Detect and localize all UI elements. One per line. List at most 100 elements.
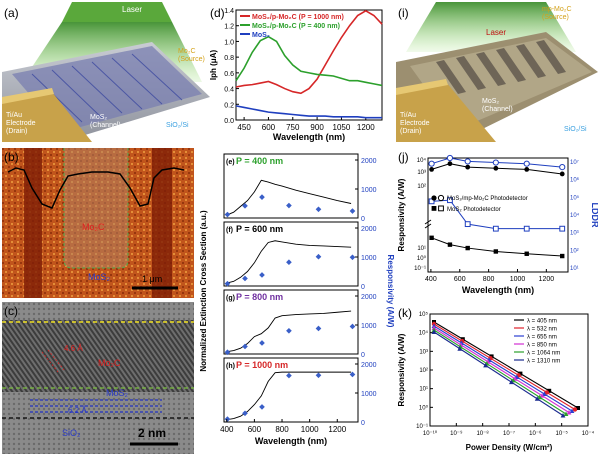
x-tick-label-j: 600 [454, 276, 466, 283]
y-tick-label-k: 10⁵ [419, 311, 429, 318]
panel-tag-eh: (e) [226, 159, 235, 166]
y-tick-label-k: 10⁰ [419, 404, 429, 411]
x-tick-label-eh: 1200 [328, 425, 346, 434]
responsivity-point [286, 259, 292, 266]
responsivity-point [315, 325, 322, 332]
marker-k [518, 371, 523, 376]
marker-k [539, 393, 545, 398]
series-line-k-2 [433, 325, 573, 412]
axis-break-j [424, 219, 432, 225]
marker-j [446, 154, 454, 162]
y-tick-label-d: 1.2 [224, 24, 234, 31]
marker-j [429, 235, 434, 240]
responsivity-point [315, 206, 322, 213]
y-tick-label-j: 10⁴ [417, 157, 427, 164]
x-tick-label-k: 10⁻⁶ [529, 430, 542, 437]
y2-tick-label-j: 10⁵ [570, 194, 580, 201]
responsivity-point [242, 275, 248, 282]
panel-eh-chart: (e) P = 400 nm 0 1000 2000 (f) P = 600 nm 0 1000… [196, 148, 394, 456]
legend-marker-j [431, 195, 437, 201]
legend-label-k-3: λ = 850 nm [527, 343, 557, 349]
panel-label-eh: P = 400 nm [236, 156, 283, 166]
x-tick-label-j: 1000 [510, 276, 526, 283]
panel-label-eh: P = 600 nm [236, 224, 283, 234]
marker-j [523, 160, 530, 167]
marker-k [547, 388, 552, 393]
marker-j [493, 165, 499, 171]
panel-b-sem: (b) Mo₂C MoS₂ 1 μm [2, 148, 194, 298]
marker-j [465, 245, 470, 251]
marker-k [457, 346, 463, 351]
marker-j [464, 158, 471, 165]
x-tick-label-eh: 1000 [301, 425, 319, 434]
laser-label: Laser [122, 5, 143, 14]
y-tick-label-d: 0.0 [224, 118, 234, 125]
x-tick-label-d: 450 [237, 123, 251, 132]
y-tick-label-k: 10⁻¹ [416, 424, 428, 430]
marker-j [464, 221, 471, 228]
y-tick-label-d: 0.4 [224, 87, 234, 94]
x-tick-label-k: 10⁻⁸ [476, 430, 489, 437]
marker-k [483, 362, 488, 368]
x-tick-label-j: 1200 [539, 276, 555, 283]
axis-break-j [424, 223, 432, 229]
marker-j [447, 197, 453, 204]
y2-tick-label-eh: 1000 [361, 323, 377, 330]
chart-eh-svg: (e) P = 400 nm 0 1000 2000 (f) P = 600 nm 0 1000… [199, 153, 394, 446]
marker-j [559, 164, 566, 171]
y2-axis-label-eh: Responsivity (A/W) [386, 255, 394, 328]
x-axis-label-eh: Wavelength (nm) [255, 436, 327, 446]
label-b: (b) [4, 150, 19, 164]
legend-marker-j [437, 194, 445, 202]
y-axis-label-k: Responsivity (A/W) [397, 333, 406, 406]
extinction-curve [226, 371, 352, 421]
d-spacing-1: 4.6 Å [64, 344, 83, 353]
y-axis-label-eh: Normalized Extinction Cross Section (a.u… [199, 210, 208, 372]
responsivity-point [349, 208, 356, 214]
chart-j-svg: 400 600 800 1000 1200 10¹ 10⁰ 10⁻¹ 10² 10³ 10⁴ 10¹ 1… [397, 154, 598, 295]
y-tick-label-d: 0.2 [224, 102, 234, 109]
legend-label-j-0: MoS₂/mp-Mo₂C Photodetector [447, 196, 528, 202]
panel-label-eh: P = 1000 nm [236, 360, 288, 370]
marker-j [524, 251, 529, 256]
plot-frame-d [235, 9, 383, 121]
marker-k [509, 379, 514, 385]
scale-label-b: 1 μm [142, 274, 163, 284]
x-tick-label-k: 10⁻⁴ [582, 430, 595, 437]
gold-electrode-i [396, 82, 496, 142]
y-tick-label-k: 10¹ [419, 387, 428, 393]
plot-frame-eh [223, 289, 359, 355]
legend-label-k-0: λ = 405 nm [527, 319, 557, 325]
plot-frame-eh [223, 357, 359, 423]
y2-tick-label-eh: 1000 [361, 187, 377, 194]
marker-k [537, 394, 542, 400]
y2-tick-label-j: 10⁷ [570, 159, 579, 166]
channel-label-i: MoS₂ (Channel) [482, 98, 513, 113]
responsivity-point [259, 194, 265, 200]
plot-frame-j [427, 157, 569, 273]
laser-label-i: Laser [486, 28, 507, 37]
series-line-d-2 [235, 105, 382, 119]
mo2c-label-b: Mo₂C [82, 222, 105, 232]
label-i: (i) [398, 6, 409, 20]
label-a: (a) [4, 6, 19, 20]
legend-marker-j [438, 205, 444, 212]
panel-k-chart: (k) 10⁻¹⁰ 10⁻⁹ 10⁻⁸ 10⁻⁷ 10⁻⁶ 10⁻⁵ 10⁻⁴ 10⁵ 10⁴ 1… [396, 302, 598, 456]
chart-k-svg: 10⁻¹⁰ 10⁻⁹ 10⁻⁸ 10⁻⁷ 10⁻⁶ 10⁻⁵ 10⁻⁴ 10⁵ 10⁴ 10³ 10… [397, 311, 595, 452]
series-line-j-1 [431, 157, 563, 168]
d-spacing-2: 6.2 Å [68, 406, 87, 415]
x-tick-label-j: 800 [483, 276, 495, 283]
y2-tick-label-eh: 1000 [361, 391, 377, 398]
y-tick-label-j: 10³ [417, 170, 426, 176]
responsivity-point [224, 349, 231, 356]
marker-k [569, 408, 575, 413]
height-profile-line [7, 167, 185, 209]
series-line-k-5 [433, 331, 564, 416]
marker-k [544, 390, 549, 395]
responsivity-point [286, 202, 292, 209]
y2-tick-label-j: 10⁴ [570, 212, 580, 219]
y2-tick-label-j: 10¹ [570, 266, 579, 272]
responsivity-point [315, 253, 322, 260]
marker-k [534, 396, 540, 401]
y-tick-label-j: 10² [417, 184, 426, 190]
